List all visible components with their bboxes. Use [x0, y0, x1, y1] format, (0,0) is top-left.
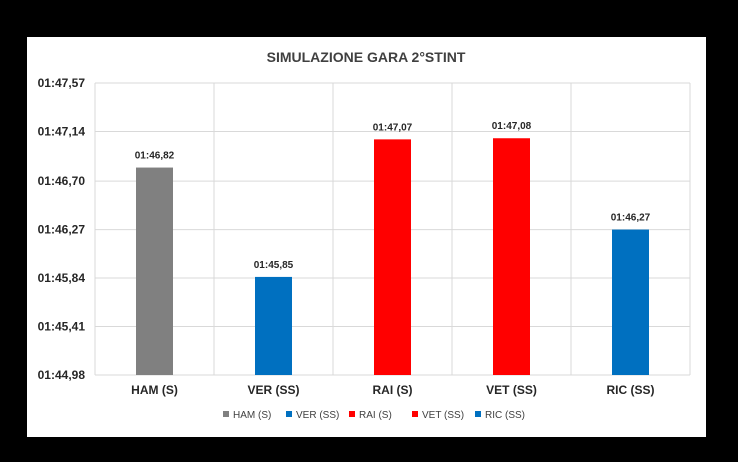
category-label: RAI (S) — [373, 383, 413, 397]
category-label: RIC (SS) — [607, 383, 655, 397]
chart-area — [27, 37, 706, 437]
data-label: 01:46,27 — [611, 213, 651, 224]
bar — [612, 229, 649, 375]
category-label: VER (SS) — [247, 383, 299, 397]
y-tick-label: 01:47,14 — [38, 124, 86, 138]
bars — [136, 138, 649, 375]
y-tick-label: 01:47,57 — [38, 76, 86, 90]
legend-label: VET (SS) — [422, 410, 464, 421]
y-tick-label: 01:46,70 — [38, 174, 86, 188]
data-label: 01:47,08 — [492, 121, 532, 132]
y-axis-ticks: 01:44,98 01:45,41 01:45,84 01:46,27 01:46,70… — [38, 76, 86, 382]
legend-swatch — [475, 411, 481, 417]
bar — [136, 167, 173, 375]
legend-swatch — [223, 411, 229, 417]
bar — [493, 138, 530, 375]
chart-title: SIMULAZIONE GARA 2°STINT — [267, 49, 466, 65]
y-tick-label: 01:46,27 — [38, 223, 86, 237]
data-label: 01:47,07 — [373, 122, 413, 133]
legend-label: RIC (SS) — [485, 410, 525, 421]
data-label: 01:45,85 — [254, 260, 294, 271]
bar — [374, 139, 411, 375]
category-label: VET (SS) — [486, 383, 537, 397]
data-label: 01:46,82 — [135, 151, 175, 162]
legend: HAM (S) VER (SS) RAI (S) VET (SS) RIC (SS) — [223, 410, 525, 421]
data-labels: 01:46,82 01:45,85 01:47,07 01:47,08 01:46,27 — [135, 121, 651, 271]
legend-swatch — [412, 411, 418, 417]
category-labels: HAM (S) VER (SS) RAI (S) VET (SS) RIC (SS) — [131, 383, 654, 397]
y-tick-label: 01:45,84 — [38, 271, 86, 285]
category-label: HAM (S) — [131, 383, 178, 397]
y-tick-label: 01:45,41 — [38, 320, 86, 334]
legend-label: RAI (S) — [359, 410, 392, 421]
legend-swatch — [349, 411, 355, 417]
legend-label: HAM (S) — [233, 410, 271, 421]
y-tick-label: 01:44,98 — [38, 368, 86, 382]
bar — [255, 276, 292, 375]
legend-swatch — [286, 411, 292, 417]
legend-label: VER (SS) — [296, 410, 339, 421]
